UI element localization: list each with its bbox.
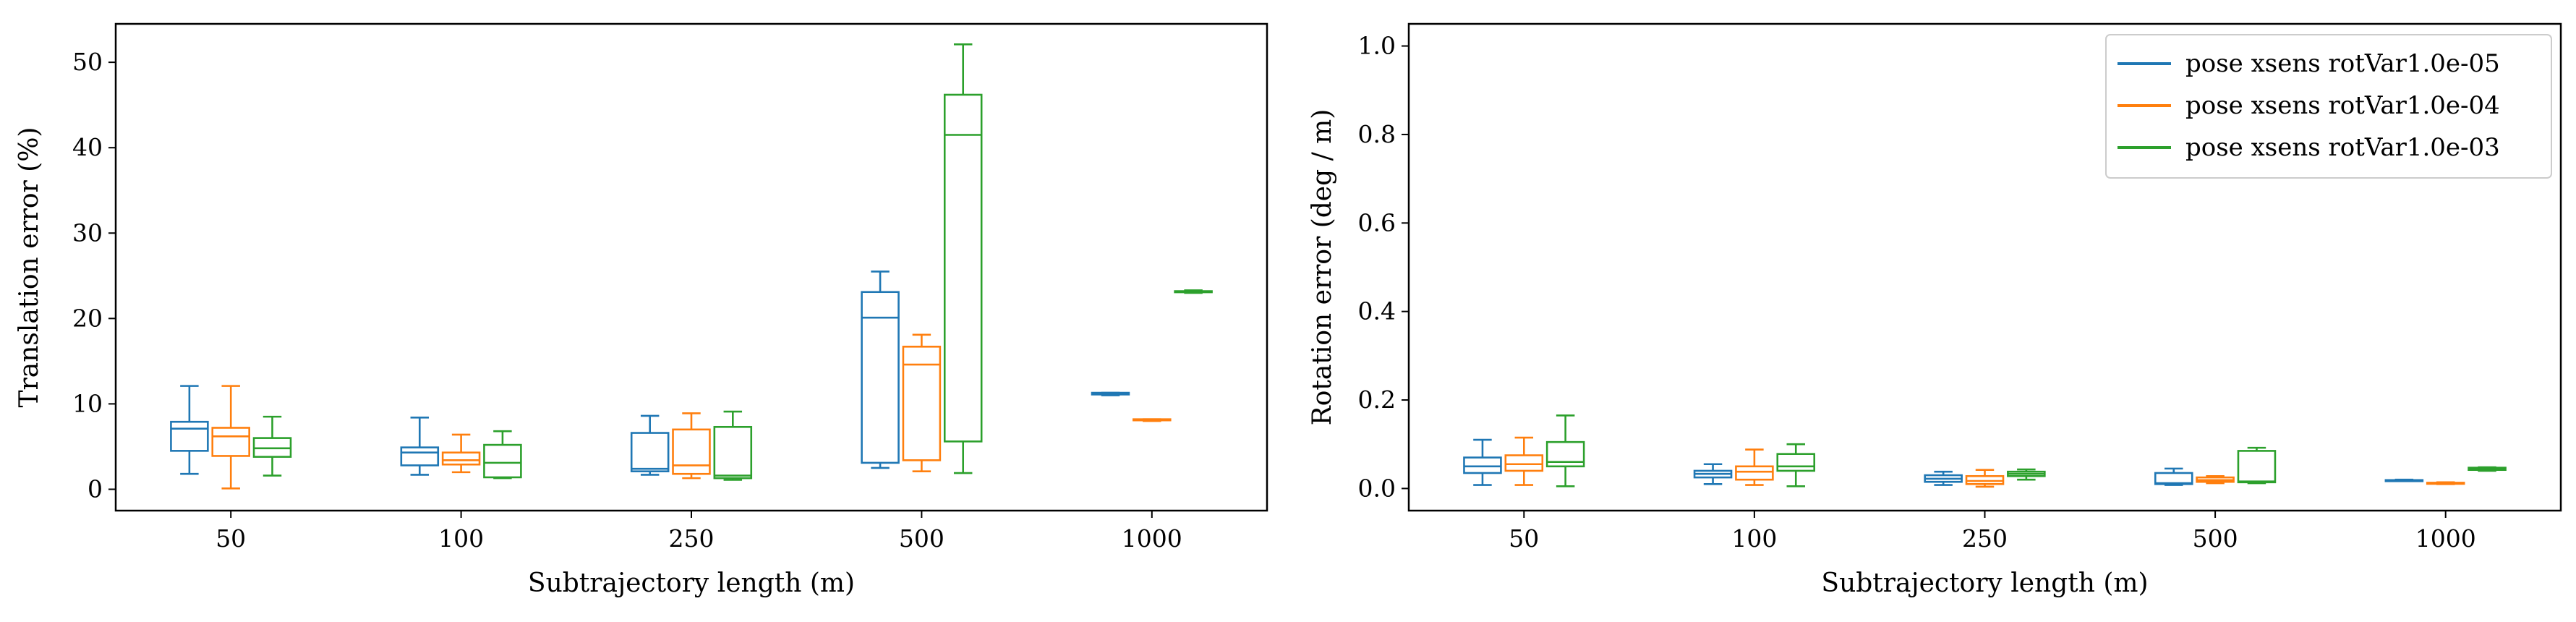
y-tick-label: 20 (72, 304, 103, 332)
box-plot-mark (1174, 289, 1213, 294)
y-tick-label: 30 (72, 218, 103, 247)
x-tick-label: 1000 (1122, 524, 1182, 553)
iqr-box (1776, 453, 1816, 472)
legend-label: pose xsens rotVar1.0e-03 (2185, 133, 2500, 162)
box-plot-mark (1463, 438, 1502, 486)
box-plot-mark (400, 417, 440, 476)
legend-frame (2105, 34, 2552, 179)
iqr-box (1463, 456, 1502, 474)
x-axis-label: Subtrajectory length (m) (1821, 568, 2148, 598)
box-plot-mark (630, 414, 670, 476)
box-plot-mark (170, 385, 209, 475)
x-tick-label: 50 (1509, 524, 1539, 553)
box-plot-mark (1504, 436, 1544, 486)
x-axis-label: Subtrajectory length (m) (528, 568, 855, 598)
box-plot-mark (672, 412, 711, 480)
x-tick-label: 50 (216, 524, 246, 553)
y-tick-label: 0.0 (1358, 474, 1396, 502)
x-tick-label: 500 (899, 524, 944, 553)
box-plot-mark (2007, 468, 2046, 481)
box-plot-mark (252, 415, 292, 477)
box-plot-mark (1545, 414, 1585, 487)
legend-label: pose xsens rotVar1.0e-04 (2185, 91, 2500, 120)
box-plot-mark (211, 385, 250, 490)
x-tick-label: 1000 (2415, 524, 2476, 553)
box-plot-mark (441, 433, 481, 474)
iqr-box (400, 446, 440, 466)
x-tick-label: 250 (669, 524, 715, 553)
box-plot-mark (2154, 467, 2193, 486)
iqr-box (483, 443, 522, 479)
box-plot-mark (1776, 443, 1816, 487)
iqr-box (170, 420, 209, 452)
y-tick-label: 1.0 (1358, 32, 1396, 60)
y-tick-label: 50 (72, 48, 103, 76)
box-plot-mark (2237, 446, 2277, 485)
box-plot-mark (1965, 469, 2005, 488)
iqr-box (1735, 465, 1774, 481)
box-plot-mark (1091, 391, 1130, 396)
iqr-box (1504, 454, 1544, 472)
legend: pose xsens rotVar1.0e-05 pose xsens rotVa… (2105, 34, 2552, 179)
box-plot-mark (1735, 448, 1774, 486)
iqr-box (2237, 450, 2277, 484)
y-tick-label: 40 (72, 133, 103, 161)
box-plot-mark (713, 410, 753, 481)
x-tick-label: 100 (1731, 524, 1777, 553)
y-tick-label: 0 (88, 474, 103, 503)
box-plot-mark (2468, 466, 2507, 472)
iqr-box (1545, 440, 1585, 468)
y-axis-label: Translation error (%) (14, 127, 44, 408)
iqr-box (861, 291, 900, 464)
box-plot-mark (1133, 418, 1172, 422)
y-tick-label: 0.8 (1358, 120, 1396, 148)
y-tick-label: 10 (72, 389, 103, 417)
iqr-box (902, 346, 942, 461)
iqr-box (713, 425, 753, 480)
y-tick-label: 0.4 (1358, 297, 1396, 325)
box-plot-mark (2426, 481, 2465, 485)
iqr-box (630, 432, 670, 472)
x-tick-label: 100 (438, 524, 484, 553)
rotation-error-chart: 0.0 0.2 0.4 0.6 0.8 1.0 50 100 250 500 1000 Subtraj… (1308, 22, 2562, 598)
iqr-box (672, 428, 711, 475)
box-plot-mark (861, 270, 900, 469)
box-plot-mark (483, 430, 522, 480)
iqr-box (943, 93, 983, 443)
x-tick-label: 250 (1962, 524, 2008, 553)
translation-error-chart: 0 10 20 30 40 50 50 100 250 500 1000 Subtrajectory … (14, 22, 1268, 598)
x-tick-label: 500 (2193, 524, 2238, 553)
y-tick-label: 0.6 (1358, 208, 1396, 237)
iqr-box (211, 427, 250, 457)
iqr-box (441, 451, 481, 466)
box-plot-mark (902, 333, 942, 472)
box-plot-mark (2196, 474, 2235, 485)
y-axis-label: Rotation error (deg / m) (1308, 109, 1337, 426)
box-plot-mark (2384, 478, 2424, 482)
box-plot-mark (943, 43, 983, 474)
box-plot-mark (1924, 470, 1963, 486)
box-plot-mark (1693, 463, 1733, 485)
legend-label: pose xsens rotVar1.0e-05 (2185, 49, 2500, 78)
y-tick-label: 0.2 (1358, 385, 1396, 414)
